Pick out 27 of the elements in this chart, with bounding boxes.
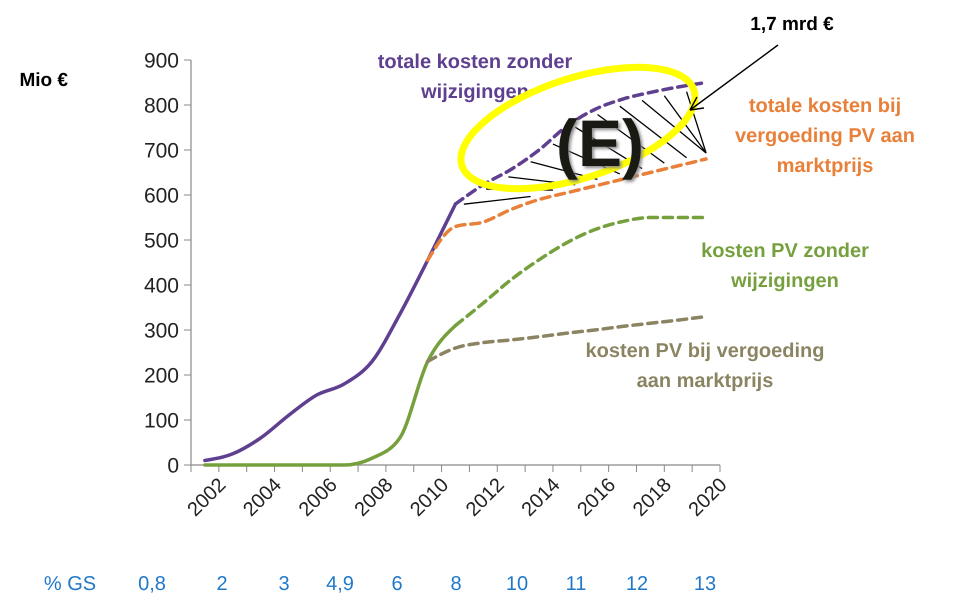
text: 6 [391, 573, 403, 595]
y-tick-label: 400 [144, 274, 179, 298]
text: 4,9 [326, 573, 354, 595]
text: 0,8 [138, 573, 166, 595]
text: 11 [566, 573, 586, 595]
text: 12 [626, 573, 648, 595]
text: 10 [506, 573, 528, 595]
series-label: totale kosten bij vergoeding PV aan marktprijs [734, 95, 916, 177]
series-label: kosten PV zonder wijzigingen [701, 240, 870, 292]
y-tick-label: 600 [144, 184, 179, 208]
y-tick-label: 100 [144, 409, 179, 432]
text: % GS [44, 573, 96, 595]
text: 1,7 mrd € [750, 14, 834, 35]
y-tick-label: 200 [144, 364, 179, 388]
y-tick-label: 900 [144, 49, 179, 72]
series-label: totale kosten zonder wijzigingen [378, 51, 572, 103]
text: 2 [216, 573, 228, 595]
y-tick-label: 800 [144, 94, 179, 118]
y-axis-title: Mio € [19, 70, 68, 91]
y-tick-label: 500 [144, 229, 179, 252]
y-tick-label: 0 [167, 454, 179, 478]
y-tick-label: 300 [144, 319, 179, 342]
text: 8 [450, 573, 462, 595]
y-tick-label: 700 [144, 139, 179, 162]
text: 13 [694, 573, 716, 595]
text: 3 [278, 573, 290, 595]
series-label: kosten PV bij vergoeding aan marktprijs [586, 340, 824, 392]
